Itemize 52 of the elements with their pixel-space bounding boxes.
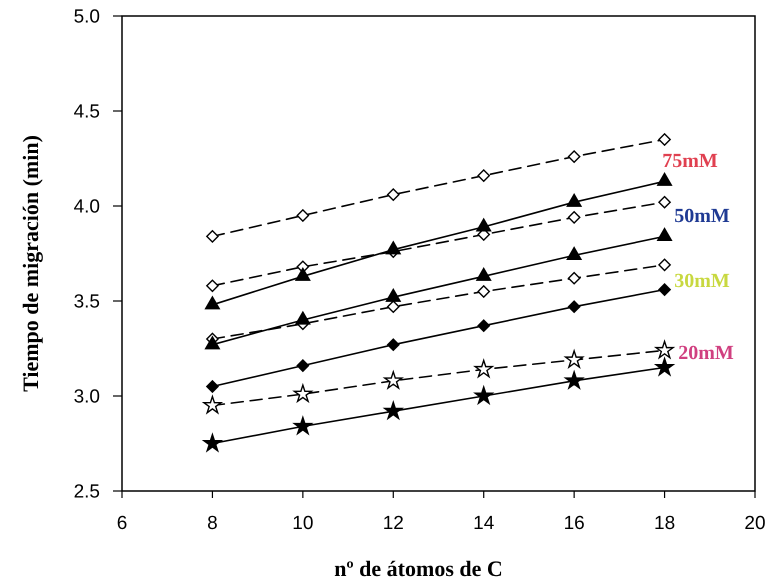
y-tick-label: 4.5 bbox=[74, 102, 100, 123]
x-tick-label: 6 bbox=[116, 513, 128, 534]
x-tick-label: 10 bbox=[292, 513, 314, 534]
point bbox=[384, 402, 402, 420]
point bbox=[206, 380, 219, 393]
x-tick-label: 14 bbox=[473, 513, 495, 534]
point bbox=[294, 384, 312, 402]
point bbox=[474, 360, 493, 378]
point bbox=[384, 371, 402, 389]
point bbox=[294, 416, 312, 434]
point bbox=[206, 230, 219, 243]
x-axis-title: nº de átomos de C bbox=[334, 556, 503, 581]
point bbox=[296, 209, 310, 222]
point bbox=[204, 336, 220, 350]
y-axis-title: Tiempo de migración (min) bbox=[18, 135, 43, 392]
point bbox=[658, 196, 671, 208]
x-tick-label: 8 bbox=[207, 513, 218, 534]
point bbox=[477, 285, 490, 298]
annotation: 75mM bbox=[662, 150, 718, 172]
annotation: 50mM bbox=[674, 205, 730, 227]
point bbox=[296, 359, 310, 372]
x-tick-label: 12 bbox=[382, 513, 404, 534]
x-tick-label: 20 bbox=[744, 513, 766, 534]
point bbox=[203, 434, 222, 452]
point bbox=[386, 188, 400, 201]
annotation: 30mM bbox=[674, 270, 730, 292]
point bbox=[655, 358, 674, 376]
point bbox=[568, 150, 580, 163]
point bbox=[655, 340, 674, 358]
y-tick-label: 4.0 bbox=[74, 196, 100, 218]
annotation: 20mM bbox=[678, 342, 734, 364]
point bbox=[658, 133, 671, 146]
y-tick-label: 3.5 bbox=[74, 292, 100, 313]
point bbox=[658, 258, 671, 272]
point bbox=[477, 169, 490, 182]
point bbox=[386, 300, 400, 313]
x-tick-label: 16 bbox=[564, 513, 585, 534]
y-tick-label: 5.0 bbox=[74, 6, 100, 28]
point bbox=[658, 283, 671, 296]
point bbox=[477, 319, 490, 332]
point bbox=[203, 396, 222, 414]
y-tick-label: 3.0 bbox=[74, 386, 100, 408]
point bbox=[568, 211, 580, 224]
x-tick-label: 18 bbox=[654, 513, 676, 534]
point bbox=[386, 338, 400, 351]
point bbox=[564, 350, 584, 368]
point bbox=[206, 280, 219, 292]
point bbox=[568, 300, 580, 313]
point bbox=[568, 272, 580, 284]
point bbox=[564, 371, 584, 389]
y-tick-label: 2.5 bbox=[74, 482, 100, 503]
point bbox=[474, 386, 493, 404]
